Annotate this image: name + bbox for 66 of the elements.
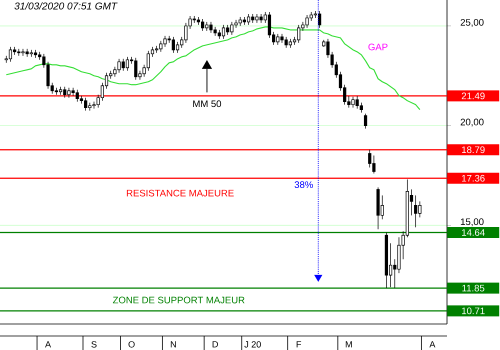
candlestick: [222, 24, 226, 40]
x-tick-label: S: [91, 341, 97, 348]
y-tick-label: 20,00: [460, 118, 484, 127]
candlestick: [146, 50, 150, 72]
x-tick-label: J 20: [244, 341, 261, 348]
candlestick: [34, 49, 38, 58]
candlestick: [163, 36, 167, 48]
annotation: RESISTANCE MAJEURE: [126, 190, 234, 196]
candlestick: [268, 12, 272, 38]
candlestick: [209, 22, 213, 34]
candlestick: [8, 46, 12, 62]
candlestick: [159, 40, 162, 52]
candlestick: [21, 48, 25, 56]
candlestick: [134, 57, 138, 80]
candlestick: [63, 86, 66, 98]
ref-line-label: 10.71: [462, 307, 485, 314]
candlestick: [117, 58, 121, 74]
x-tick-label: A: [45, 341, 52, 348]
candlestick: [364, 113, 368, 129]
candlestick: [372, 155, 376, 174]
annotation: 38%: [294, 181, 313, 188]
x-tick-label: A: [429, 341, 436, 348]
ref-line-label: 17.36: [462, 174, 485, 182]
candlestick: [184, 22, 188, 44]
candlestick: [80, 95, 84, 104]
x-tick-label: F: [296, 341, 302, 348]
annotation: ZONE DE SUPPORT MAJEUR: [112, 296, 245, 304]
ref-line-label: 14.64: [462, 229, 485, 236]
candlestick: [126, 56, 130, 72]
x-tick-label: O: [128, 341, 135, 348]
x-tick-label: D: [212, 341, 218, 348]
candlestick: [360, 102, 363, 113]
candlestick: [356, 96, 359, 110]
annotation: GAP: [368, 44, 388, 50]
candlestick: [84, 97, 88, 112]
y-tick-label: 25,00: [460, 18, 484, 27]
candlestick: [284, 36, 288, 48]
candlestick: [234, 20, 238, 28]
candlestick: [176, 42, 180, 54]
candlestick: [67, 87, 71, 98]
candlestick: [397, 236, 401, 274]
candlestick: [122, 58, 125, 72]
candlestick: [368, 149, 372, 168]
candlestick: [230, 22, 234, 36]
candlestick: [172, 36, 175, 54]
x-tick-label: M: [346, 341, 352, 348]
chart-title: 31/03/2020 07:51 GMT: [14, 2, 118, 10]
ref-line-label: 11.85: [462, 284, 484, 292]
y-tick-label: 15,00: [460, 218, 484, 226]
candlestick: [76, 89, 79, 102]
ref-line-label: 21.49: [462, 92, 485, 100]
candlestick: [196, 16, 200, 26]
candlestick: [414, 195, 418, 228]
candlestick: [92, 101, 96, 110]
candlestick: [297, 24, 300, 44]
candlestick: [276, 34, 280, 46]
x-tick-label: N: [170, 341, 176, 348]
candlestick: [226, 24, 230, 36]
candlestick: [305, 14, 309, 28]
annotation: MM 50: [193, 100, 222, 108]
candlestick: [58, 86, 62, 96]
candlestick: [418, 201, 422, 218]
candlestick: [246, 14, 250, 26]
ref-line-label: 18.79: [462, 146, 485, 154]
candlestick: [351, 96, 355, 108]
candlestick: [201, 18, 204, 32]
